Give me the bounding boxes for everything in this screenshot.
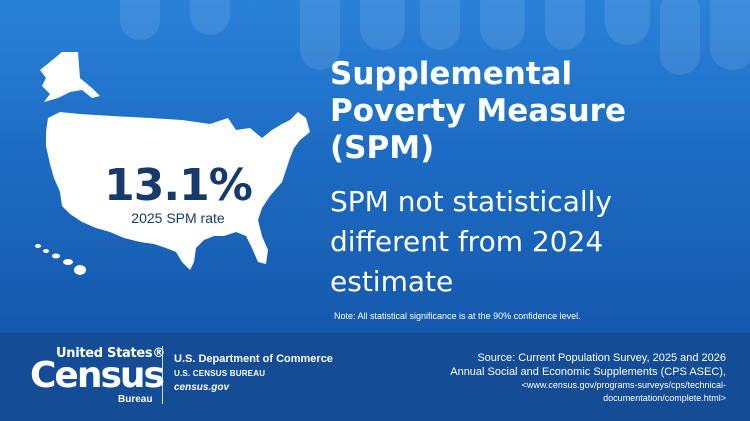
decorative-pill — [545, 0, 585, 50]
footer-divider — [162, 346, 163, 404]
source-line: Annual Social and Economic Supplements (… — [450, 366, 726, 378]
significance-note: Note: All statistical significance is at… — [334, 311, 581, 321]
page-title: Supplemental Poverty Measure (SPM) — [330, 56, 730, 167]
logo-united-states: United States® — [56, 346, 166, 361]
decorative-pill — [420, 0, 460, 50]
source-url[interactable]: <www.census.gov/programs-surveys/cps/tec… — [521, 380, 726, 390]
website-link[interactable]: census.gov — [174, 382, 230, 393]
decorative-pill — [360, 0, 405, 50]
department-block: U.S. Department of Commerce U.S. CENSUS … — [174, 353, 333, 393]
finding-line: estimate — [330, 265, 454, 298]
title-line: Poverty Measure — [330, 93, 626, 129]
logo-census: Census — [30, 355, 165, 396]
footer-bar — [0, 333, 750, 421]
bureau-name: U.S. CENSUS BUREAU — [174, 369, 266, 378]
title-line: (SPM) — [330, 130, 435, 166]
source-citation: Source: Current Population Survey, 2025 … — [406, 351, 726, 405]
source-url[interactable]: documentation/complete.html> — [603, 393, 726, 403]
finding-text: SPM not statistically different from 202… — [330, 182, 740, 302]
decorative-pill — [300, 0, 340, 70]
decorative-pill — [710, 0, 750, 70]
decorative-pill — [190, 0, 230, 35]
logo-bureau: Bureau — [118, 394, 153, 405]
source-line: Source: Current Population Survey, 2025 … — [477, 352, 726, 364]
spm-rate-value: 13.1% — [104, 160, 253, 211]
finding-line: SPM not statistically — [330, 185, 612, 218]
department-name: U.S. Department of Commerce — [174, 353, 333, 365]
decorative-pill — [605, 0, 650, 45]
decorative-pill — [660, 0, 700, 75]
decorative-pill — [120, 0, 160, 40]
finding-line: different from 2024 — [330, 225, 604, 258]
decorative-pill — [480, 0, 525, 50]
us-map-icon — [35, 52, 310, 275]
spm-rate-label: 2025 SPM rate — [131, 210, 225, 226]
title-line: Supplemental — [330, 56, 573, 92]
hero-panel: 13.1% 2025 SPM rate Supplemental Poverty… — [0, 0, 750, 333]
